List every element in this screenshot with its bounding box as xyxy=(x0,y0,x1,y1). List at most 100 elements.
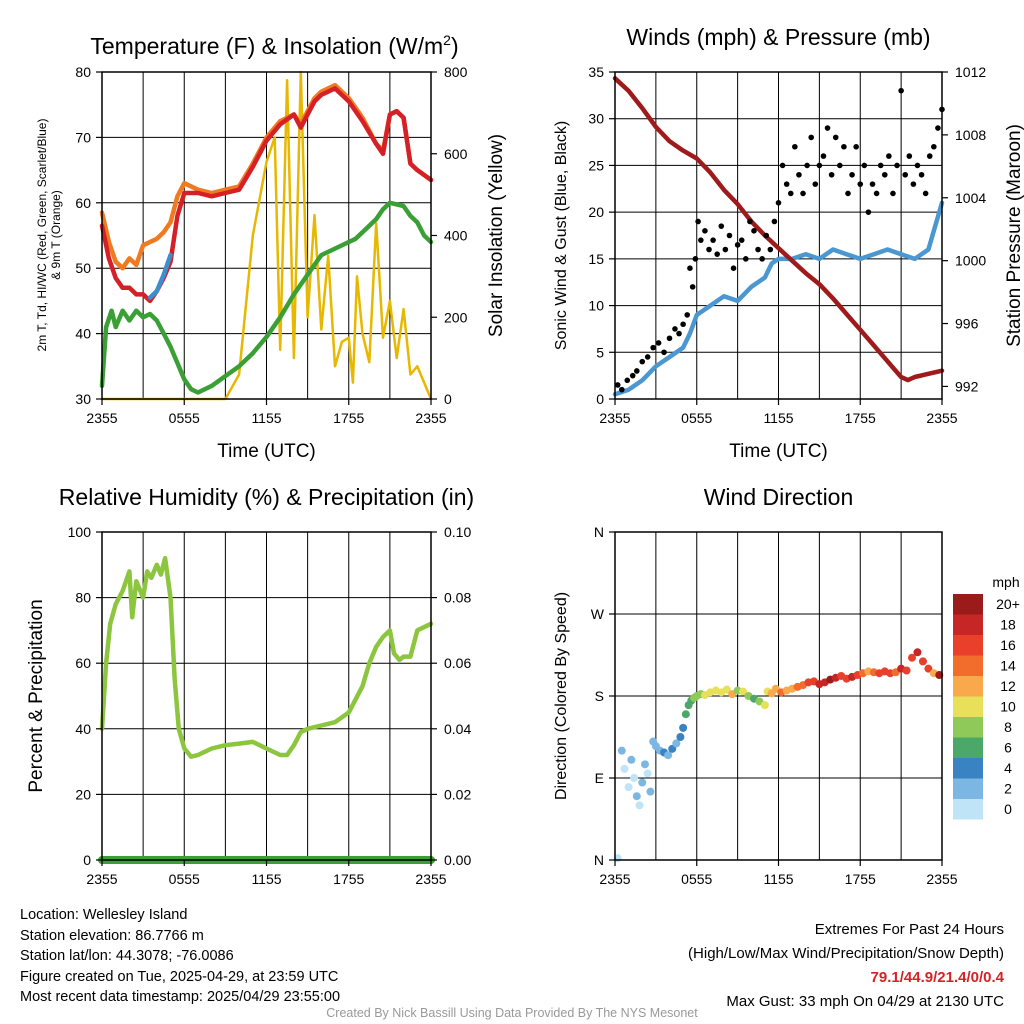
gust-point xyxy=(820,153,827,159)
legend-swatch xyxy=(953,758,983,779)
direction-point xyxy=(913,648,922,657)
y-tick-label: 80 xyxy=(75,64,91,80)
gust-point xyxy=(629,372,636,379)
direction-point xyxy=(722,685,731,694)
y2-tick-label: 400 xyxy=(444,228,468,244)
y-axis-label: 2m T, Td, HI/WC (Red, Green, Scarlet/Blu… xyxy=(35,119,63,352)
legend-label: 14 xyxy=(1000,658,1016,674)
gust-point xyxy=(857,181,864,187)
y-tick-label: N xyxy=(594,524,604,540)
direction-point xyxy=(676,733,685,741)
chart-title: Winds (mph) & Pressure (mb) xyxy=(626,24,930,50)
y2-tick-label: 1008 xyxy=(955,127,986,143)
gust-point xyxy=(655,340,662,346)
legend-swatch xyxy=(953,717,983,738)
gust-point xyxy=(931,143,937,150)
legend-swatch xyxy=(953,799,983,820)
direction-point xyxy=(908,653,917,662)
y-tick-label: 100 xyxy=(68,524,92,540)
y-tick-label: W xyxy=(591,606,605,622)
gust-point xyxy=(747,218,753,225)
gust-point xyxy=(837,162,843,169)
x-tick-label: 1155 xyxy=(763,410,793,426)
timestamp-text: Most recent data timestamp: 2025/04/29 2… xyxy=(20,989,341,1005)
y2-tick-label: 0.04 xyxy=(444,721,471,737)
legend-swatch xyxy=(953,778,983,799)
legend-label: 6 xyxy=(1004,740,1012,756)
gust-point xyxy=(743,256,749,262)
gust-point xyxy=(873,190,880,197)
y-tick-label: 0 xyxy=(83,852,91,868)
gust-point xyxy=(771,218,778,225)
y2-tick-label: 0.10 xyxy=(444,524,471,540)
y2-tick-label: 1004 xyxy=(955,190,986,206)
y-tick-label: 30 xyxy=(588,111,604,127)
x-tick-label: 1155 xyxy=(763,871,793,887)
title-superscript: 2 xyxy=(443,32,451,48)
y-tick-label: 30 xyxy=(75,391,91,407)
x-tick-label: 0555 xyxy=(169,871,200,887)
series-line-0 xyxy=(100,70,433,401)
gust-point xyxy=(841,143,847,150)
gust-point xyxy=(692,256,699,262)
y2-axis-label: Solar Insolation (Yellow) xyxy=(486,134,507,337)
gust-point xyxy=(918,171,925,178)
x-tick-label: 1755 xyxy=(845,871,876,887)
direction-point xyxy=(620,764,629,773)
gust-point xyxy=(644,354,651,360)
series-line-0 xyxy=(99,555,434,759)
gust-point xyxy=(914,162,921,169)
extremes-values: 79.1/44.9/21.4/0/0.4 xyxy=(870,969,1004,986)
y-axis-label-line: & 9m T (Orange) xyxy=(49,190,63,280)
gust-point xyxy=(763,232,770,239)
x-axis-label: Time (UTC) xyxy=(217,441,316,462)
gust-point xyxy=(687,265,693,272)
gust-point xyxy=(910,181,917,187)
gust-point xyxy=(894,162,900,169)
direction-point xyxy=(918,657,927,666)
y-tick-label: 80 xyxy=(75,590,91,606)
gust-point xyxy=(865,209,872,215)
y-tick-label: 40 xyxy=(75,326,91,342)
legend-label: 8 xyxy=(1004,719,1012,735)
gust-point xyxy=(730,265,737,272)
gust-point xyxy=(698,237,704,243)
direction-point xyxy=(681,710,690,719)
y-tick-label: 0 xyxy=(596,391,604,407)
gust-point xyxy=(661,349,667,356)
direction-point xyxy=(668,744,677,753)
x-tick-label: 2355 xyxy=(86,871,117,887)
y2-tick-label: 800 xyxy=(444,64,468,80)
gust-point xyxy=(718,223,725,229)
y-tick-label: 20 xyxy=(588,204,604,220)
y-tick-label: 15 xyxy=(588,251,604,267)
direction-point xyxy=(640,760,649,769)
y-axis-label-line: 2m T, Td, HI/WC (Red, Green, Scarlet/Blu… xyxy=(35,119,49,352)
gust-point xyxy=(702,228,708,234)
legend-label: 4 xyxy=(1004,760,1012,776)
legend-swatch xyxy=(953,655,983,676)
gust-point xyxy=(779,162,786,169)
gust-point xyxy=(824,125,831,131)
direction-point xyxy=(630,774,639,782)
gust-point xyxy=(816,162,823,169)
series-line-2 xyxy=(99,86,434,304)
gust-point xyxy=(738,237,745,243)
gust-point xyxy=(861,162,868,169)
x-tick-label: 2355 xyxy=(926,410,957,426)
direction-point xyxy=(624,783,633,792)
y-axis-label: Percent & Precipitation xyxy=(26,599,47,792)
x-tick-label: 2355 xyxy=(86,410,117,426)
series-line-3 xyxy=(147,252,173,300)
gust-point xyxy=(706,246,712,253)
gust-point xyxy=(832,134,839,141)
gust-point xyxy=(714,251,720,257)
direction-point xyxy=(664,751,673,760)
x-tick-label: 2355 xyxy=(415,410,446,426)
gust-point xyxy=(695,218,701,225)
x-tick-label: 1155 xyxy=(251,410,281,426)
x-axis-label: Time (UTC) xyxy=(729,441,828,462)
credit-text: Created By Nick Bassill Using Data Provi… xyxy=(326,1006,698,1020)
y-tick-label: 20 xyxy=(75,786,91,802)
gust-point xyxy=(922,190,929,197)
